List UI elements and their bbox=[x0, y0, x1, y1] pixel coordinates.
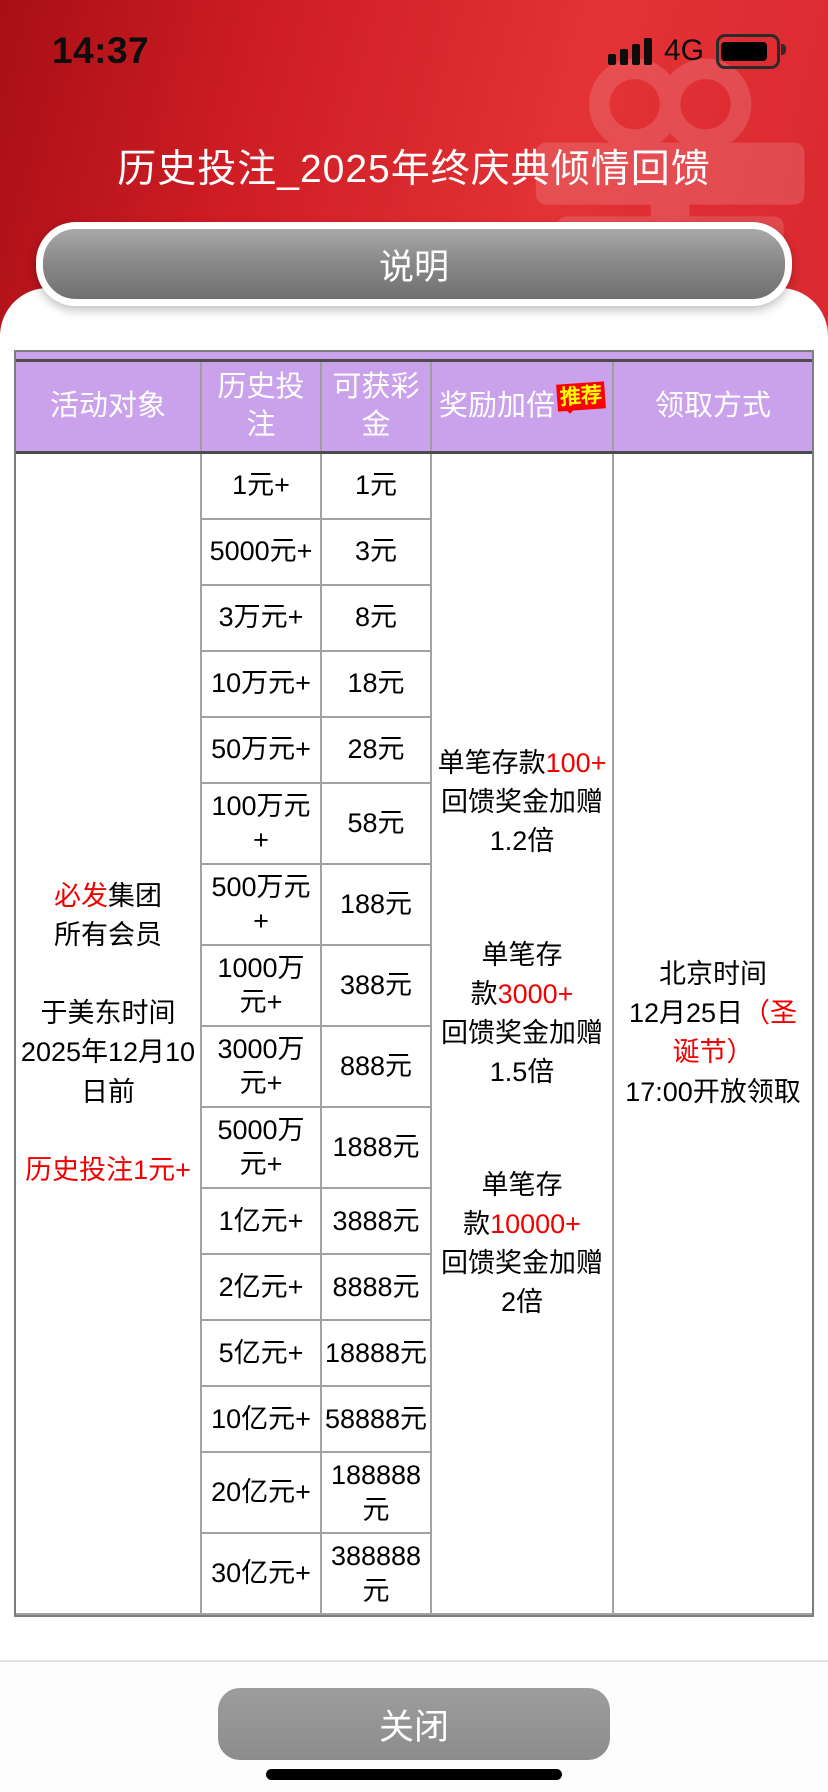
bonus-cell: 3元 bbox=[322, 519, 432, 586]
reward-multiplier-cell: 单笔存款100+ 回馈奖金加赠 1.2倍单笔存 款3000+ 回馈奖金加赠 1.5倍 单笔存… bbox=[432, 453, 614, 1616]
network-type-label: 4G bbox=[663, 34, 704, 67]
bonus-cell: 388888元 bbox=[322, 1534, 432, 1616]
bet-cell: 1000万元+ bbox=[202, 945, 322, 1027]
bonus-cell: 388元 bbox=[322, 945, 432, 1027]
bet-cell: 1元+ bbox=[202, 453, 322, 520]
bet-cell: 500万元+ bbox=[202, 864, 322, 946]
bonus-cell: 188元 bbox=[322, 864, 432, 946]
bonus-cell: 888元 bbox=[322, 1026, 432, 1108]
table-body: 必发集团 所有会员 于美东时间 2025年12月10 日前 历史投注1元+ 单笔存款1… bbox=[16, 453, 812, 1616]
header-obtainable-bonus: 可获彩金 bbox=[322, 362, 432, 451]
bet-cell: 10亿元+ bbox=[202, 1387, 322, 1453]
bonus-block: 单笔存 款3000+ 回馈奖金加赠 1.5倍 bbox=[441, 939, 603, 1087]
clock: 14:37 bbox=[52, 30, 150, 71]
bottom-bar: 关闭 bbox=[0, 1660, 828, 1792]
bonus-cell: 28元 bbox=[322, 717, 432, 784]
activity-target-cell: 必发集团 所有会员 于美东时间 2025年12月10 日前 历史投注1元+ bbox=[16, 453, 202, 1616]
battery-icon bbox=[716, 33, 786, 69]
bet-cell: 5000万元+ bbox=[202, 1107, 322, 1189]
bonus-cell: 3888元 bbox=[322, 1189, 432, 1255]
header-reward-multiplier: 奖励加倍 推荐 bbox=[432, 362, 614, 451]
bet-cell: 2亿元+ bbox=[202, 1255, 322, 1321]
bonus-block: 单笔存款100+ 回馈奖金加赠 1.2倍 bbox=[437, 748, 607, 857]
bonus-cell: 18元 bbox=[322, 651, 432, 718]
home-indicator[interactable] bbox=[266, 1769, 562, 1780]
bonus-cell: 1元 bbox=[322, 453, 432, 520]
bet-cell: 5000元+ bbox=[202, 519, 322, 586]
info-button[interactable]: 说明 bbox=[36, 222, 792, 306]
bonus-cell: 8888元 bbox=[322, 1255, 432, 1321]
status-bar: 14:37 4G bbox=[0, 0, 828, 92]
page-title: 历史投注_2025年终庆典倾情回馈 bbox=[117, 148, 711, 191]
close-button[interactable]: 关闭 bbox=[218, 1688, 610, 1760]
bet-cell: 20亿元+ bbox=[202, 1453, 322, 1535]
bet-cell: 10万元+ bbox=[202, 651, 322, 718]
promo-table: 活动对象 历史投注 可获彩金 奖励加倍 推荐 领取方式 必发集团 所有会员 于美东时… bbox=[14, 350, 814, 1662]
bet-cell: 1亿元+ bbox=[202, 1189, 322, 1255]
bet-cell: 3万元+ bbox=[202, 585, 322, 652]
bet-cell: 100万元+ bbox=[202, 783, 322, 865]
close-button-label: 关闭 bbox=[378, 1707, 449, 1747]
bet-cell: 30亿元+ bbox=[202, 1534, 322, 1616]
info-button-label: 说明 bbox=[378, 247, 449, 287]
bonus-cell: 58元 bbox=[322, 783, 432, 865]
bonus-cell: 1888元 bbox=[322, 1107, 432, 1189]
table-header-row: 活动对象 历史投注 可获彩金 奖励加倍 推荐 领取方式 bbox=[16, 362, 812, 451]
bet-cell: 50万元+ bbox=[202, 717, 322, 784]
bonus-cell: 58888元 bbox=[322, 1387, 432, 1453]
header-activity-target: 活动对象 bbox=[16, 362, 202, 451]
claim-method-cell: 北京时间 12月25日（圣 诞节） 17:00开放领取 bbox=[614, 454, 812, 1616]
bonus-cell: 18888元 bbox=[322, 1321, 432, 1387]
cellular-signal-icon bbox=[607, 37, 652, 65]
recommend-badge: 推荐 bbox=[556, 381, 606, 412]
bonus-cell: 8元 bbox=[322, 585, 432, 652]
bet-cell: 5亿元+ bbox=[202, 1321, 322, 1387]
bet-cell: 3000万元+ bbox=[202, 1026, 322, 1108]
bonus-block: 单笔存 款10000+ 回馈奖金加赠 2倍 bbox=[441, 1170, 603, 1318]
table-top-strip bbox=[16, 352, 812, 359]
header-historical-bets: 历史投注 bbox=[202, 362, 322, 451]
header-claim-method: 领取方式 bbox=[654, 390, 771, 423]
bonus-cell: 188888元 bbox=[322, 1453, 432, 1535]
